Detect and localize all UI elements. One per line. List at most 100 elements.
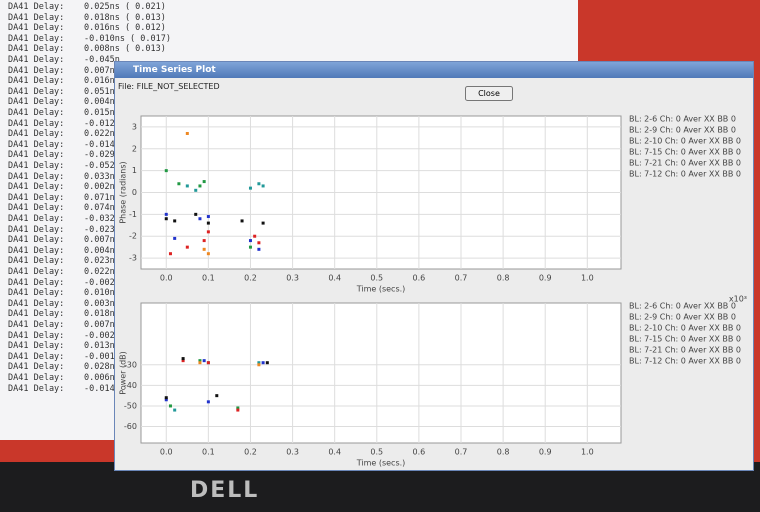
row-label: DA41 Delay: bbox=[8, 108, 64, 118]
row-label: DA41 Delay: bbox=[8, 384, 64, 394]
legend-entry: BL: 7-15 Ch: 0 Aver XX BB 0 bbox=[629, 148, 741, 157]
x-axis-label: Time (secs.) bbox=[356, 285, 406, 294]
legend-entry: BL: 7-21 Ch: 0 Aver XX BB 0 bbox=[629, 159, 741, 168]
data-point bbox=[253, 235, 256, 238]
row-value: 0.025ns ( 0.021) bbox=[84, 2, 166, 12]
data-point bbox=[203, 180, 206, 183]
data-point bbox=[249, 246, 252, 249]
row-label: DA41 Delay: bbox=[8, 23, 64, 33]
data-point bbox=[203, 248, 206, 251]
row-label: DA41 Delay: bbox=[8, 320, 64, 330]
row-label: DA41 Delay: bbox=[8, 225, 64, 235]
row-label: DA41 Delay: bbox=[8, 267, 64, 277]
row-value: 0.016ns ( 0.012) bbox=[84, 23, 166, 33]
row-value: -0.010ns ( 0.017) bbox=[84, 34, 171, 44]
data-point bbox=[173, 237, 176, 240]
data-point bbox=[198, 361, 201, 364]
x-tick-label: 0.7 bbox=[455, 274, 468, 283]
row-label: DA41 Delay: bbox=[8, 352, 64, 362]
data-point bbox=[207, 400, 210, 403]
x-tick-label: 1.0 bbox=[581, 274, 594, 283]
x-tick-label: 0.9 bbox=[539, 448, 552, 457]
window-title: Time Series Plot bbox=[115, 62, 753, 78]
data-point bbox=[266, 361, 269, 364]
row-label: DA41 Delay: bbox=[8, 76, 64, 86]
data-point bbox=[262, 361, 265, 364]
row-value: 0.022n bbox=[84, 129, 115, 139]
legend-entry: BL: 7-12 Ch: 0 Aver XX BB 0 bbox=[629, 357, 741, 366]
data-point bbox=[186, 132, 189, 135]
row-label: DA41 Delay: bbox=[8, 150, 64, 160]
row-label: DA41 Delay: bbox=[8, 246, 64, 256]
row-value: 0.018n bbox=[84, 309, 115, 319]
y-tick-label: -1 bbox=[129, 210, 137, 219]
legend-entry: BL: 2-6 Ch: 0 Aver XX BB 0 bbox=[629, 115, 736, 124]
data-point bbox=[203, 359, 206, 362]
data-point bbox=[207, 361, 210, 364]
x-tick-label: 0.8 bbox=[497, 448, 510, 457]
y-tick-label: 0 bbox=[132, 188, 137, 197]
row-label: DA41 Delay: bbox=[8, 44, 64, 54]
plot-window: Time Series Plot File: FILE_NOT_SELECTED… bbox=[114, 61, 754, 471]
row-value: 0.003n bbox=[84, 299, 115, 309]
row-label: DA41 Delay: bbox=[8, 193, 64, 203]
legend-entry: BL: 7-21 Ch: 0 Aver XX BB 0 bbox=[629, 346, 741, 355]
y-axis-label: Phase (radians) bbox=[119, 161, 128, 223]
data-point bbox=[177, 182, 180, 185]
data-point bbox=[165, 169, 168, 172]
data-point bbox=[173, 219, 176, 222]
row-value: 0.007n bbox=[84, 320, 115, 330]
data-point bbox=[249, 239, 252, 242]
data-point bbox=[207, 230, 210, 233]
row-label: DA41 Delay: bbox=[8, 119, 64, 129]
row-value: 0.023n bbox=[84, 256, 115, 266]
screen: DA41 Delay: 0.025ns ( 0.021) DA41 Delay: 0.… bbox=[0, 0, 760, 512]
y-tick-label: 3 bbox=[132, 122, 137, 131]
x-tick-label: 0.1 bbox=[202, 274, 215, 283]
row-value: 0.010n bbox=[84, 288, 115, 298]
row-label: DA41 Delay: bbox=[8, 34, 64, 44]
data-point bbox=[207, 252, 210, 255]
data-point bbox=[257, 182, 260, 185]
brand-logo: DELL bbox=[190, 478, 259, 503]
plot-area bbox=[141, 303, 621, 443]
row-value: 0.016n bbox=[84, 76, 115, 86]
x-tick-label: 0.5 bbox=[370, 448, 383, 457]
y-tick-label: 2 bbox=[132, 144, 137, 153]
data-point bbox=[241, 219, 244, 222]
row-label: DA41 Delay: bbox=[8, 2, 64, 12]
y-tick-label: -60 bbox=[124, 422, 137, 431]
row-label: DA41 Delay: bbox=[8, 235, 64, 245]
row-label: DA41 Delay: bbox=[8, 97, 64, 107]
data-point bbox=[194, 189, 197, 192]
legend-entry: BL: 2-9 Ch: 0 Aver XX BB 0 bbox=[629, 126, 736, 135]
data-point bbox=[182, 357, 185, 360]
row-label: DA41 Delay: bbox=[8, 87, 64, 97]
y-tick-label: -50 bbox=[124, 401, 137, 410]
data-point bbox=[169, 404, 172, 407]
legend-entry: BL: 2-6 Ch: 0 Aver XX BB 0 bbox=[629, 302, 736, 311]
x-tick-label: 0.6 bbox=[413, 448, 426, 457]
legend-entry: BL: 2-10 Ch: 0 Aver XX BB 0 bbox=[629, 324, 741, 333]
data-point bbox=[257, 241, 260, 244]
x-tick-label: 1.0 bbox=[581, 448, 594, 457]
row-value: 0.071n bbox=[84, 193, 115, 203]
row-label: DA41 Delay: bbox=[8, 341, 64, 351]
legend-entry: BL: 7-12 Ch: 0 Aver XX BB 0 bbox=[629, 170, 741, 179]
row-value: 0.004n bbox=[84, 97, 115, 107]
data-point bbox=[186, 184, 189, 187]
row-label: DA41 Delay: bbox=[8, 331, 64, 341]
row-label: DA41 Delay: bbox=[8, 256, 64, 266]
data-point bbox=[198, 217, 201, 220]
x-tick-label: 0.6 bbox=[413, 274, 426, 283]
x-tick-label: 0.0 bbox=[160, 274, 173, 283]
legend-entry: BL: 2-10 Ch: 0 Aver XX BB 0 bbox=[629, 137, 741, 146]
row-label: DA41 Delay: bbox=[8, 288, 64, 298]
row-value: 0.028n bbox=[84, 362, 115, 372]
data-point bbox=[198, 184, 201, 187]
data-point bbox=[236, 409, 239, 412]
data-point bbox=[186, 246, 189, 249]
row-value: 0.022n bbox=[84, 267, 115, 277]
row-value: 0.074n bbox=[84, 203, 115, 213]
data-point bbox=[249, 187, 252, 190]
